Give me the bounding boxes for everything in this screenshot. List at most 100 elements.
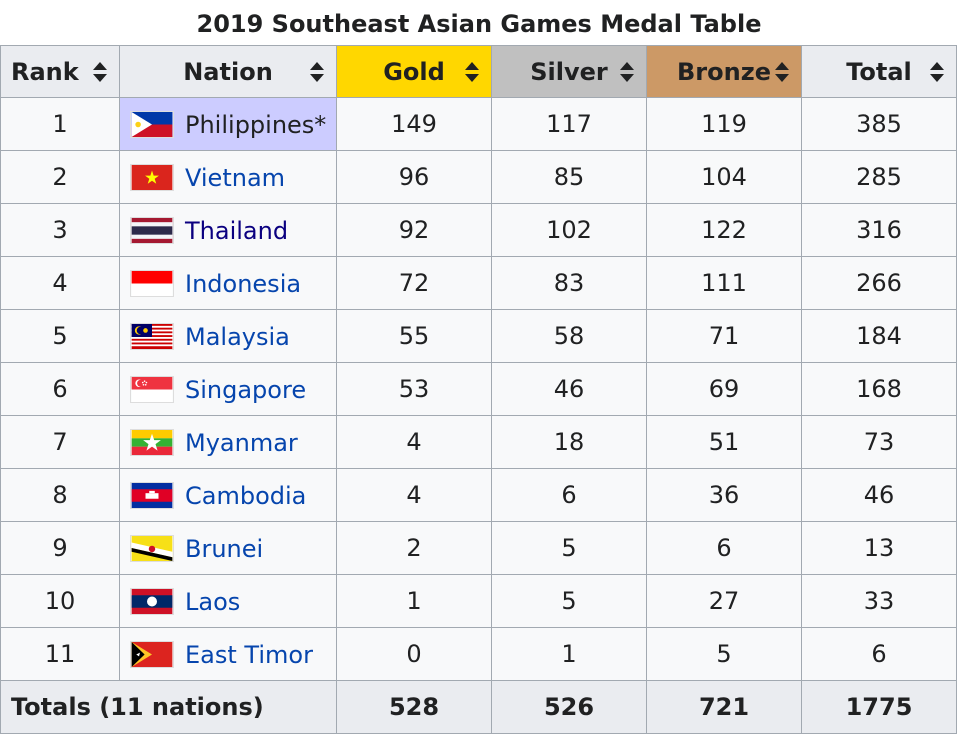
sort-icon[interactable]: [775, 61, 789, 82]
table-caption: 2019 Southeast Asian Games Medal Table: [196, 10, 762, 38]
total-cell: 73: [801, 415, 957, 469]
silver-column-header[interactable]: Silver: [491, 45, 647, 98]
gold-cell: 96: [336, 150, 492, 204]
bronze-cell: 104: [646, 150, 802, 204]
nation-link[interactable]: Cambodia: [185, 481, 307, 510]
gold-cell: 55: [336, 309, 492, 363]
silver-cell: 102: [491, 203, 647, 257]
cambodia-flag-icon: [130, 482, 174, 509]
table-row: 3 Thailand 92 102 122 316: [0, 203, 957, 257]
silver-cell: 5: [491, 574, 647, 628]
table-row: 9 Brunei 2 5 6 13: [0, 521, 957, 575]
rank-cell: 4: [0, 256, 120, 310]
rank-cell: 9: [0, 521, 120, 575]
sort-icon[interactable]: [310, 61, 324, 82]
nation-cell: Vietnam: [119, 150, 337, 204]
rank-cell: 8: [0, 468, 120, 522]
bronze-cell: 6: [646, 521, 802, 575]
totals-row: Totals (11 nations) 528 526 721 1775: [0, 680, 957, 734]
table-row: 6 Singapore 53 46 69 168: [0, 362, 957, 416]
table-row: 7 Myanmar 4 18 51 73: [0, 415, 957, 469]
nation-link[interactable]: Thailand: [185, 216, 289, 245]
bronze-cell: 111: [646, 256, 802, 310]
gold-cell: 72: [336, 256, 492, 310]
myanmar-flag-icon: [130, 429, 174, 456]
total-cell: 266: [801, 256, 957, 310]
silver-cell: 58: [491, 309, 647, 363]
table-row: 1 Philippines* 149 117 119 385: [0, 97, 957, 151]
sort-icon[interactable]: [620, 61, 634, 82]
nation-link[interactable]: East Timor: [185, 640, 313, 669]
rank-cell: 7: [0, 415, 120, 469]
silver-cell: 46: [491, 362, 647, 416]
total-cell: 13: [801, 521, 957, 575]
nation-link[interactable]: Philippines*: [185, 110, 327, 139]
nation-link[interactable]: Myanmar: [185, 428, 298, 457]
nation-link[interactable]: Vietnam: [185, 163, 286, 192]
table-row: 8 Cambodia 4 6 36 46: [0, 468, 957, 522]
total-column-header[interactable]: Total: [801, 45, 957, 98]
grand-total-cell: 1775: [801, 680, 957, 734]
bronze-cell: 36: [646, 468, 802, 522]
gold-total-cell: 528: [336, 680, 492, 734]
total-cell: 168: [801, 362, 957, 416]
table-row: 5 Malaysia 55 58 71 184: [0, 309, 957, 363]
bronze-cell: 51: [646, 415, 802, 469]
silver-cell: 85: [491, 150, 647, 204]
nation-link[interactable]: Laos: [185, 587, 241, 616]
nation-cell: East Timor: [119, 627, 337, 681]
total-cell: 33: [801, 574, 957, 628]
total-cell: 6: [801, 627, 957, 681]
bronze-total-cell: 721: [646, 680, 802, 734]
bronze-cell: 71: [646, 309, 802, 363]
medal-table: Rank Nation Gold Silver Bronze Total 1 P…: [0, 45, 957, 734]
philippines-flag-icon: [130, 111, 174, 138]
singapore-flag-icon: [130, 376, 174, 403]
laos-flag-icon: [130, 588, 174, 615]
gold-column-header[interactable]: Gold: [336, 45, 492, 98]
nation-column-header[interactable]: Nation: [119, 45, 337, 98]
rank-cell: 2: [0, 150, 120, 204]
silver-cell: 1: [491, 627, 647, 681]
silver-cell: 18: [491, 415, 647, 469]
gold-cell: 149: [336, 97, 492, 151]
nation-link[interactable]: Brunei: [185, 534, 264, 563]
sort-icon[interactable]: [930, 61, 944, 82]
thailand-flag-icon: [130, 217, 174, 244]
bronze-cell: 69: [646, 362, 802, 416]
bronze-cell: 27: [646, 574, 802, 628]
nation-cell: Indonesia: [119, 256, 337, 310]
nation-link[interactable]: Singapore: [185, 375, 307, 404]
nation-cell: Singapore: [119, 362, 337, 416]
malaysia-flag-icon: [130, 323, 174, 350]
total-cell: 316: [801, 203, 957, 257]
bronze-cell: 122: [646, 203, 802, 257]
nation-cell: Myanmar: [119, 415, 337, 469]
nation-link[interactable]: Malaysia: [185, 322, 290, 351]
total-cell: 46: [801, 468, 957, 522]
rank-cell: 10: [0, 574, 120, 628]
sort-icon[interactable]: [93, 61, 107, 82]
totals-label: Totals (11 nations): [0, 680, 337, 734]
rank-column-header[interactable]: Rank: [0, 45, 120, 98]
gold-cell: 4: [336, 415, 492, 469]
sort-icon[interactable]: [465, 61, 479, 82]
nation-cell: Laos: [119, 574, 337, 628]
gold-cell: 4: [336, 468, 492, 522]
east-timor-flag-icon: [130, 641, 174, 668]
total-cell: 285: [801, 150, 957, 204]
vietnam-flag-icon: [130, 164, 174, 191]
total-cell: 385: [801, 97, 957, 151]
nation-cell: Philippines*: [119, 97, 337, 151]
rank-cell: 11: [0, 627, 120, 681]
table-row: 2 Vietnam 96 85 104 285: [0, 150, 957, 204]
rank-cell: 5: [0, 309, 120, 363]
nation-link[interactable]: Indonesia: [185, 269, 302, 298]
nation-cell: Malaysia: [119, 309, 337, 363]
bronze-column-header[interactable]: Bronze: [646, 45, 802, 98]
nation-cell: Thailand: [119, 203, 337, 257]
gold-cell: 1: [336, 574, 492, 628]
silver-cell: 83: [491, 256, 647, 310]
indonesia-flag-icon: [130, 270, 174, 297]
table-row: 4 Indonesia 72 83 111 266: [0, 256, 957, 310]
